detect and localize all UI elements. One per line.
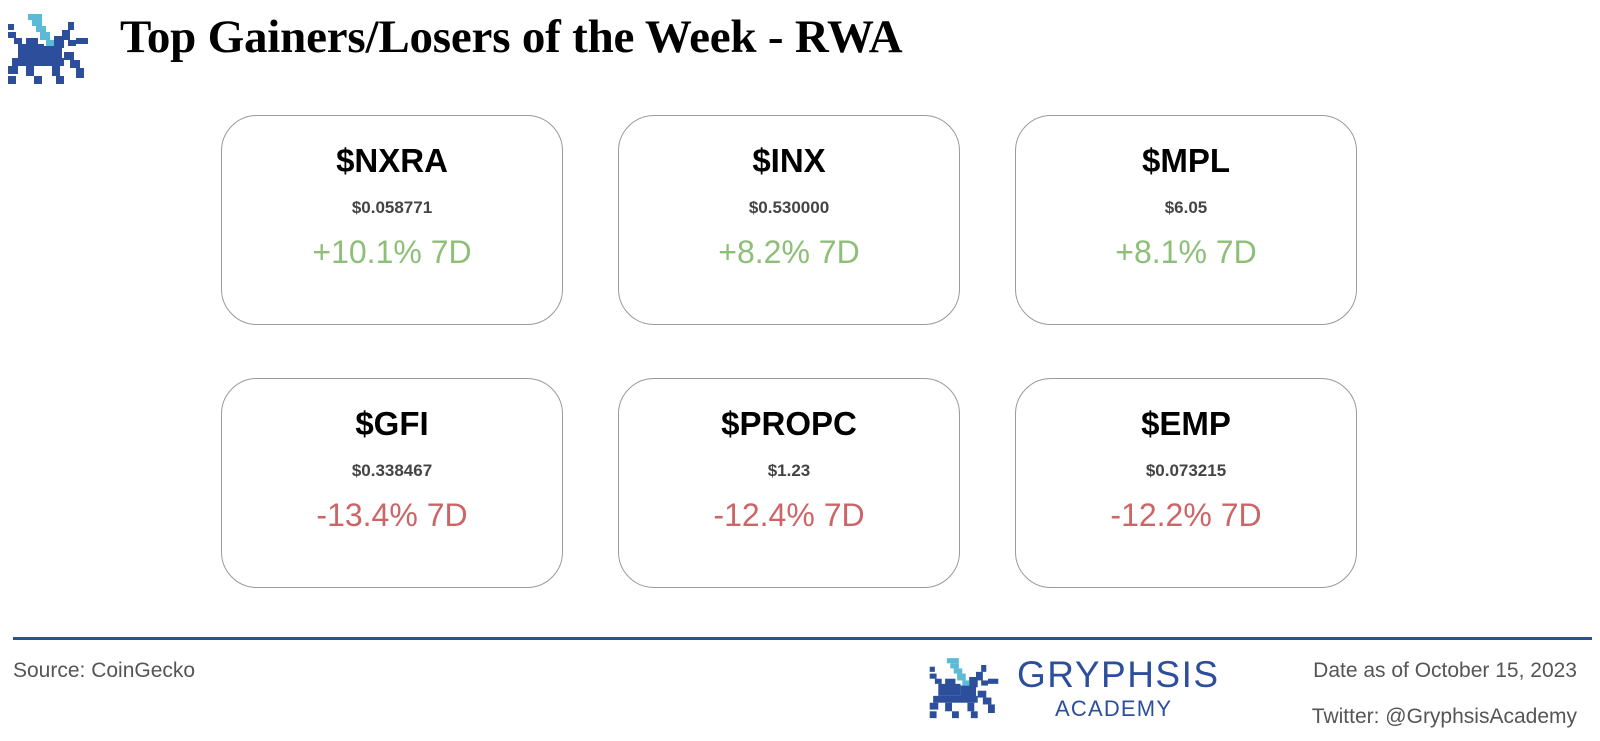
twitter-handle: Twitter: @GryphsisAcademy — [1311, 705, 1577, 728]
token-change: -13.4% 7D — [316, 497, 468, 533]
token-price: $0.058771 — [351, 198, 433, 217]
source-label: Source: CoinGecko — [13, 659, 196, 682]
token-ticker: $GFI — [355, 405, 429, 442]
token-ticker: $EMP — [1141, 405, 1231, 442]
token-change: -12.4% 7D — [713, 497, 865, 533]
token-card: $PROPC $1.23 -12.4% 7D — [618, 378, 960, 588]
token-ticker: $PROPC — [721, 405, 857, 442]
token-card: $INX $0.530000 +8.2% 7D — [618, 115, 960, 325]
token-change: +10.1% 7D — [312, 234, 472, 270]
brand-name: GRYPHSIS — [1017, 654, 1220, 695]
token-ticker: $MPL — [1141, 142, 1230, 179]
token-ticker: $NXRA — [336, 142, 448, 179]
brand-subtitle: ACADEMY — [1055, 696, 1173, 721]
token-card: $NXRA $0.058771 +10.1% 7D — [221, 115, 563, 325]
token-price: $1.23 — [767, 461, 811, 480]
token-change: +8.2% 7D — [718, 234, 860, 270]
token-price: $0.530000 — [748, 198, 830, 217]
token-ticker: $INX — [752, 142, 826, 179]
date-label: Date as of October 15, 2023 — [1313, 659, 1577, 682]
token-card: $MPL $6.05 +8.1% 7D — [1015, 115, 1357, 325]
token-card: $EMP $0.073215 -12.2% 7D — [1015, 378, 1357, 588]
divider — [13, 637, 1592, 640]
token-change: -12.2% 7D — [1110, 497, 1262, 533]
token-price: $6.05 — [1164, 198, 1208, 217]
token-card: $GFI $0.338467 -13.4% 7D — [221, 378, 563, 588]
token-price: $0.073215 — [1145, 461, 1227, 480]
gryphon-logo-icon — [929, 658, 999, 719]
gryphon-logo-icon — [8, 14, 88, 84]
page-title: Top Gainers/Losers of the Week - RWA — [120, 11, 903, 63]
token-change: +8.1% 7D — [1115, 234, 1257, 270]
token-price: $0.338467 — [351, 461, 433, 480]
